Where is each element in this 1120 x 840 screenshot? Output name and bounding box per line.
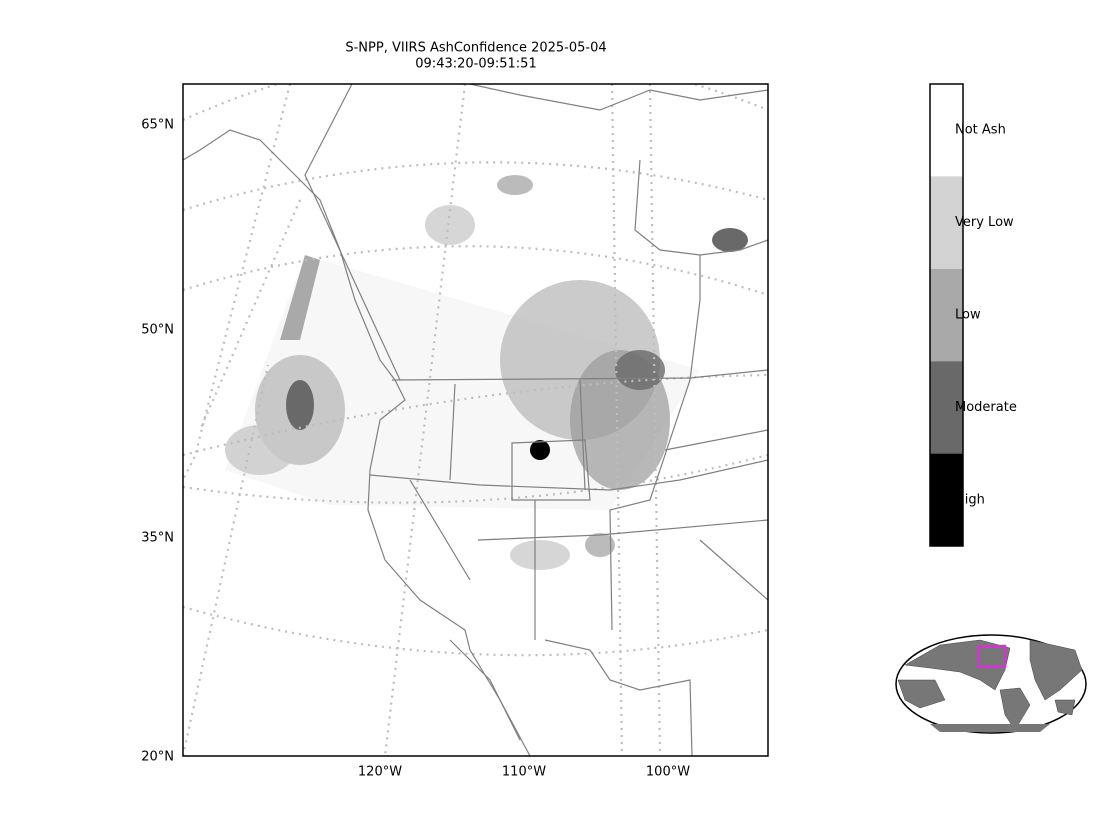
colorbar-segment — [930, 176, 963, 269]
map — [183, 84, 768, 756]
colorbar-segment — [930, 268, 963, 362]
lat-label: 20°N — [141, 750, 174, 765]
title-line: 09:43:20-09:51:51 — [415, 57, 536, 72]
locator-globe — [895, 634, 1087, 734]
colorbar-segment — [930, 84, 963, 177]
lat-label: 50°N — [141, 323, 174, 338]
ash-areas — [225, 175, 748, 570]
lat-label: 65°N — [141, 118, 174, 133]
map-frame — [182, 83, 769, 757]
colorbar-frame — [929, 83, 964, 547]
lon-label: 110°W — [502, 765, 546, 780]
colorbar-label: Not Ash — [955, 123, 1006, 138]
lon-label: 120°W — [358, 765, 402, 780]
colorbar-segment — [930, 453, 963, 546]
colorbar-label: High — [955, 492, 985, 507]
colorbar-label: Moderate — [955, 400, 1017, 415]
colorbar-label: Low — [955, 308, 981, 323]
title-line: S-NPP, VIIRS AshConfidence 2025-05-04 — [345, 41, 606, 56]
colorbar-label: Very Low — [955, 215, 1014, 230]
colorbar: Not Ash Very Low Low Moderate High — [929, 83, 1017, 547]
lon-label: 100°W — [646, 765, 690, 780]
colorbar-segment — [930, 361, 963, 454]
lat-label: 35°N — [141, 531, 174, 546]
